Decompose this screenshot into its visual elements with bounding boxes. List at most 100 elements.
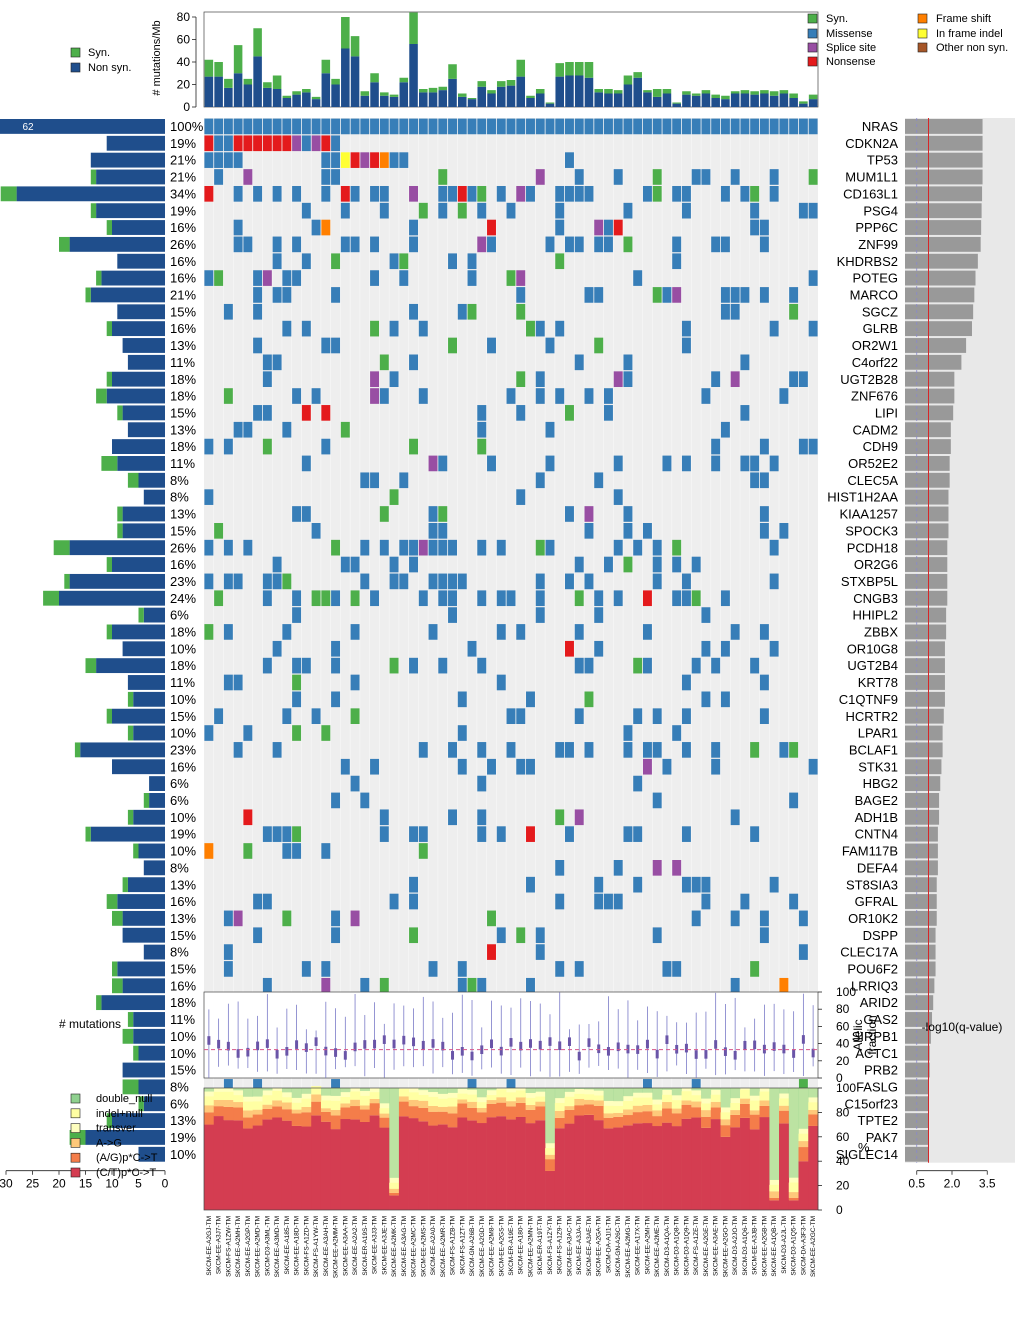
matrix-cell-OR10G8 (594, 640, 604, 657)
matrix-cell-CD163L1 (516, 186, 526, 202)
matrix-cell-TP53 (204, 152, 214, 168)
left-bar-nonsyn-LRRIQ3 (122, 978, 165, 994)
left-bar-nonsyn-MARCO (90, 287, 165, 303)
spectrum-segment (233, 1120, 244, 1210)
left-axis-tick-label: 10 (105, 1177, 119, 1191)
mutation-legend-label: Frame shift (936, 13, 991, 25)
sample-label: SKCM-FS-A1ZE-TM (693, 1216, 700, 1275)
spectrum-segment (476, 1112, 487, 1124)
top-bar-syn (487, 90, 496, 94)
spectrum-segment (223, 1091, 234, 1100)
percent-label: 10% (170, 641, 196, 656)
left-bar-syn-ACTC1 (133, 1045, 139, 1061)
matrix-cell-ZNF99 (370, 236, 380, 253)
qvalue-bar-LPAR1 (905, 725, 943, 741)
matrix-cell-STK31 (340, 758, 350, 775)
top-bar-nonsyn (487, 93, 496, 107)
matrix-cell-MUM1L1 (535, 169, 545, 185)
left-bar-nonsyn-POTEG (101, 270, 165, 286)
matrix-cell-LIPI (603, 405, 613, 421)
af-box (431, 1039, 435, 1048)
matrix-cell-OR10K2 (331, 910, 341, 927)
matrix-cell-LRRIQ3 (379, 977, 389, 994)
top-bar-nonsyn (438, 90, 448, 107)
gene-label-UGT2B28: UGT2B28 (840, 372, 898, 387)
matrix-cell-STXBP5L (282, 573, 292, 590)
top-bar-syn (409, 12, 418, 44)
top-bar-nonsyn (360, 95, 370, 107)
matrix-cell-UGT2B4 (331, 657, 341, 674)
spectrum-segment (223, 1099, 234, 1107)
left-bar-syn-FAM117B (133, 843, 139, 859)
gene-label-ZNF99: ZNF99 (858, 237, 898, 252)
spectrum-segment (788, 1182, 799, 1193)
gene-label-SIGLEC14: SIGLEC14 (836, 1147, 898, 1162)
top-bar-syn (789, 93, 798, 98)
qvalue-bar-CDH9 (905, 439, 951, 454)
spectrum-segment (496, 1102, 507, 1117)
spectrum-segment (681, 1100, 692, 1105)
percent-label: 18% (170, 439, 196, 454)
spectrum-segment (272, 1106, 283, 1118)
spectrum-segment (204, 1096, 215, 1106)
matrix-cell-GLRB (418, 320, 428, 337)
spectrum-segment (408, 1118, 419, 1210)
top-bar-syn (311, 96, 321, 100)
top-bar-nonsyn (808, 99, 818, 107)
matrix-cell-FASLG (691, 1079, 701, 1095)
top-bar-nonsyn (457, 96, 467, 107)
matrix-cell-PCDH18 (204, 539, 214, 556)
af-box (499, 1046, 503, 1056)
matrix-cell-HHIPL2 (448, 607, 457, 623)
sample-labels: SKCM-EE-A2GJ-TM SKCM-EE-A3J7-TM SKCM-FS-A1… (206, 1216, 817, 1278)
sample-label: SKCM-FS-A1ZB-TM (450, 1216, 457, 1275)
matrix-cell-OR2G6 (350, 556, 360, 573)
matrix-cell-LIPI (740, 405, 750, 421)
spectrum-segment (428, 1096, 439, 1106)
spectrum-segment (496, 1116, 507, 1210)
percent-label: 10% (170, 726, 196, 741)
spectrum-segment (242, 1128, 254, 1210)
matrix-cell-DSPP (759, 927, 769, 944)
spectrum-segment (613, 1112, 624, 1117)
left-bar-syn-HCRTR2 (106, 708, 112, 724)
spectrum-segment (418, 1107, 429, 1122)
qvalue-bar-ST8SIA3 (905, 877, 937, 893)
matrix-cell-HIST1H2AA (389, 489, 399, 505)
af-y-label-word1: Allelic (851, 1019, 865, 1050)
spectrum-segment (476, 1123, 487, 1210)
spectrum-segment (437, 1106, 448, 1112)
matrix-cell-CNGB3 (642, 590, 652, 607)
matrix-cell-LPAR1 (204, 725, 214, 741)
matrix-cell-LIPI (301, 405, 311, 421)
matrix-cell-CD163L1 (526, 186, 535, 202)
matrix-cell-CNGB3 (496, 590, 506, 607)
spectrum-segment (291, 1125, 302, 1210)
matrix-cell-PSG4 (340, 202, 350, 219)
top-bar-nonsyn (682, 94, 691, 107)
matrix-cell-SGCZ (467, 303, 477, 320)
top-bar-syn (341, 17, 350, 49)
af-box (772, 1042, 776, 1051)
matrix-cell-OR10K2 (759, 910, 769, 927)
matrix-background (204, 118, 818, 1163)
matrix-cell-CLEC5A (370, 472, 380, 489)
af-box (597, 1044, 601, 1054)
sample-label: SKCM-EE-A2MD-TM (255, 1216, 262, 1277)
matrix-cell-NRAS (399, 118, 409, 135)
spectrum-segment (535, 1096, 546, 1102)
qvalue-bar-SPOCK3 (905, 523, 949, 539)
percent-labels: 100%19%21%21%34%19%16%26%16%16%21%15%16%… (170, 119, 204, 1162)
matrix-cell-MARCO (282, 287, 292, 303)
spectrum-segment-top (204, 1088, 215, 1092)
matrix-cell-NRAS (389, 118, 399, 135)
spectrum-legend-swatch (70, 1093, 81, 1104)
spectrum-segment (272, 1100, 283, 1107)
qvalue-bar-GLRB (905, 321, 972, 337)
percent-label: 13% (170, 338, 196, 353)
percent-label: 10% (170, 1147, 196, 1162)
sample-label: SKCM-EE-A1QB-TM (771, 1216, 778, 1277)
left-bar-syn-POU6F2 (112, 961, 118, 977)
spectrum-segment (691, 1101, 702, 1108)
spectrum-segment (272, 1117, 283, 1210)
